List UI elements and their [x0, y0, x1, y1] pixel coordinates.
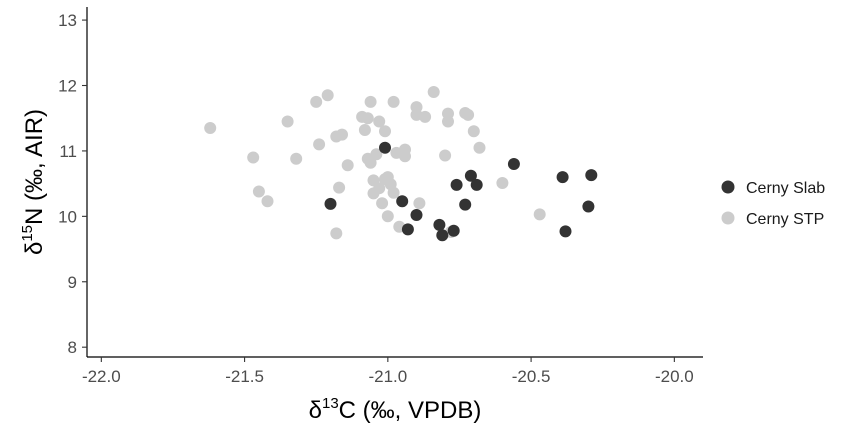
point-cerny-stp-23 — [373, 182, 386, 195]
point-cerny-slab-9 — [459, 198, 472, 211]
x-axis-title-delta: δ — [309, 397, 322, 424]
point-cerny-stp-2 — [252, 185, 265, 198]
point-cerny-stp-4 — [281, 115, 294, 128]
y-axis-title-delta: δ — [21, 242, 48, 255]
point-cerny-stp-35 — [399, 143, 411, 156]
point-cerny-stp-43 — [442, 115, 454, 128]
y-axis-title: δ15N (‰, AIR) — [19, 109, 48, 255]
x-tick-label: -21.0 — [368, 367, 407, 386]
point-cerny-stp-16 — [361, 112, 374, 125]
x-ticks: -22.0 -21.5 -21.0 -20.5 -20.0 — [82, 357, 694, 386]
legend: Cerny Slab Cerny STP — [721, 180, 825, 228]
point-cerny-slab-2 — [396, 195, 409, 208]
point-cerny-stp-26 — [379, 125, 391, 138]
point-cerny-stp-41 — [439, 149, 452, 162]
point-cerny-stp-24 — [373, 115, 386, 128]
point-cerny-slab-8 — [450, 178, 463, 191]
point-cerny-stp-22 — [370, 148, 383, 161]
y-ticks: 8 9 10 11 12 13 — [58, 11, 87, 357]
y-tick-label: 8 — [68, 338, 77, 357]
x-tick-label: -20.5 — [512, 367, 551, 386]
y-tick-label: 9 — [68, 273, 77, 292]
point-cerny-stp-12 — [336, 128, 348, 141]
point-cerny-stp-10 — [330, 227, 343, 240]
point-cerny-slab-14 — [559, 225, 572, 238]
y-axis-title-rest: N (‰, AIR) — [21, 109, 48, 225]
x-axis-title-sup: 13 — [322, 395, 339, 412]
point-cerny-stp-49 — [533, 208, 546, 221]
point-cerny-slab-3 — [401, 223, 414, 236]
point-cerny-slab-15 — [582, 200, 595, 213]
point-cerny-slab-7 — [447, 224, 460, 237]
point-cerny-stp-25 — [376, 197, 389, 210]
point-cerny-stp-37 — [410, 101, 423, 114]
point-cerny-slab-16 — [585, 169, 598, 182]
point-cerny-stp-38 — [413, 197, 426, 210]
point-cerny-slab-13 — [556, 171, 569, 184]
point-cerny-stp-32 — [387, 186, 400, 199]
point-cerny-slab-5 — [433, 218, 446, 231]
point-cerny-stp-28 — [381, 210, 394, 223]
point-cerny-stp-39 — [419, 110, 432, 123]
point-cerny-stp-7 — [313, 138, 326, 151]
point-cerny-stp-45 — [462, 108, 475, 121]
legend-swatch — [721, 211, 735, 225]
point-cerny-slab-4 — [410, 209, 423, 221]
point-cerny-stp-40 — [427, 86, 440, 98]
x-tick-label: -21.5 — [225, 367, 264, 386]
point-cerny-stp-6 — [310, 95, 323, 108]
point-cerny-stp-31 — [387, 95, 400, 108]
y-axis-title-sup: 15 — [19, 225, 36, 242]
point-cerny-slab-10 — [464, 169, 477, 182]
points-layer — [204, 86, 598, 242]
point-cerny-stp-8 — [321, 89, 334, 102]
point-cerny-slab-6 — [436, 229, 449, 242]
point-cerny-stp-15 — [358, 124, 371, 136]
point-cerny-stp-47 — [473, 141, 486, 154]
point-cerny-slab-0 — [379, 141, 391, 154]
point-cerny-stp-46 — [467, 125, 480, 138]
point-cerny-stp-11 — [333, 181, 346, 194]
y-tick-label: 13 — [58, 11, 77, 30]
point-cerny-slab-12 — [507, 158, 520, 170]
legend-swatch — [721, 180, 735, 194]
x-tick-label: -22.0 — [82, 367, 121, 386]
point-cerny-stp-18 — [364, 156, 377, 169]
point-cerny-stp-1 — [247, 151, 260, 164]
y-tick-label: 11 — [59, 142, 77, 161]
point-cerny-stp-0 — [204, 122, 217, 134]
y-tick-label: 12 — [58, 77, 77, 96]
point-cerny-stp-48 — [496, 177, 509, 189]
point-cerny-stp-5 — [290, 152, 303, 165]
legend-label: Cerny Slab — [746, 180, 825, 197]
point-cerny-stp-3 — [261, 195, 274, 208]
point-cerny-stp-13 — [341, 159, 354, 172]
x-tick-label: -20.0 — [655, 367, 694, 386]
x-axis-title-rest: C (‰, VPDB) — [339, 397, 482, 424]
x-axis-title: δ13C (‰, VPDB) — [309, 395, 482, 424]
point-cerny-slab-11 — [470, 178, 483, 191]
point-cerny-slab-1 — [324, 197, 337, 210]
legend-label: Cerny STP — [746, 211, 824, 228]
point-cerny-stp-19 — [364, 95, 377, 108]
y-tick-label: 10 — [58, 207, 77, 226]
